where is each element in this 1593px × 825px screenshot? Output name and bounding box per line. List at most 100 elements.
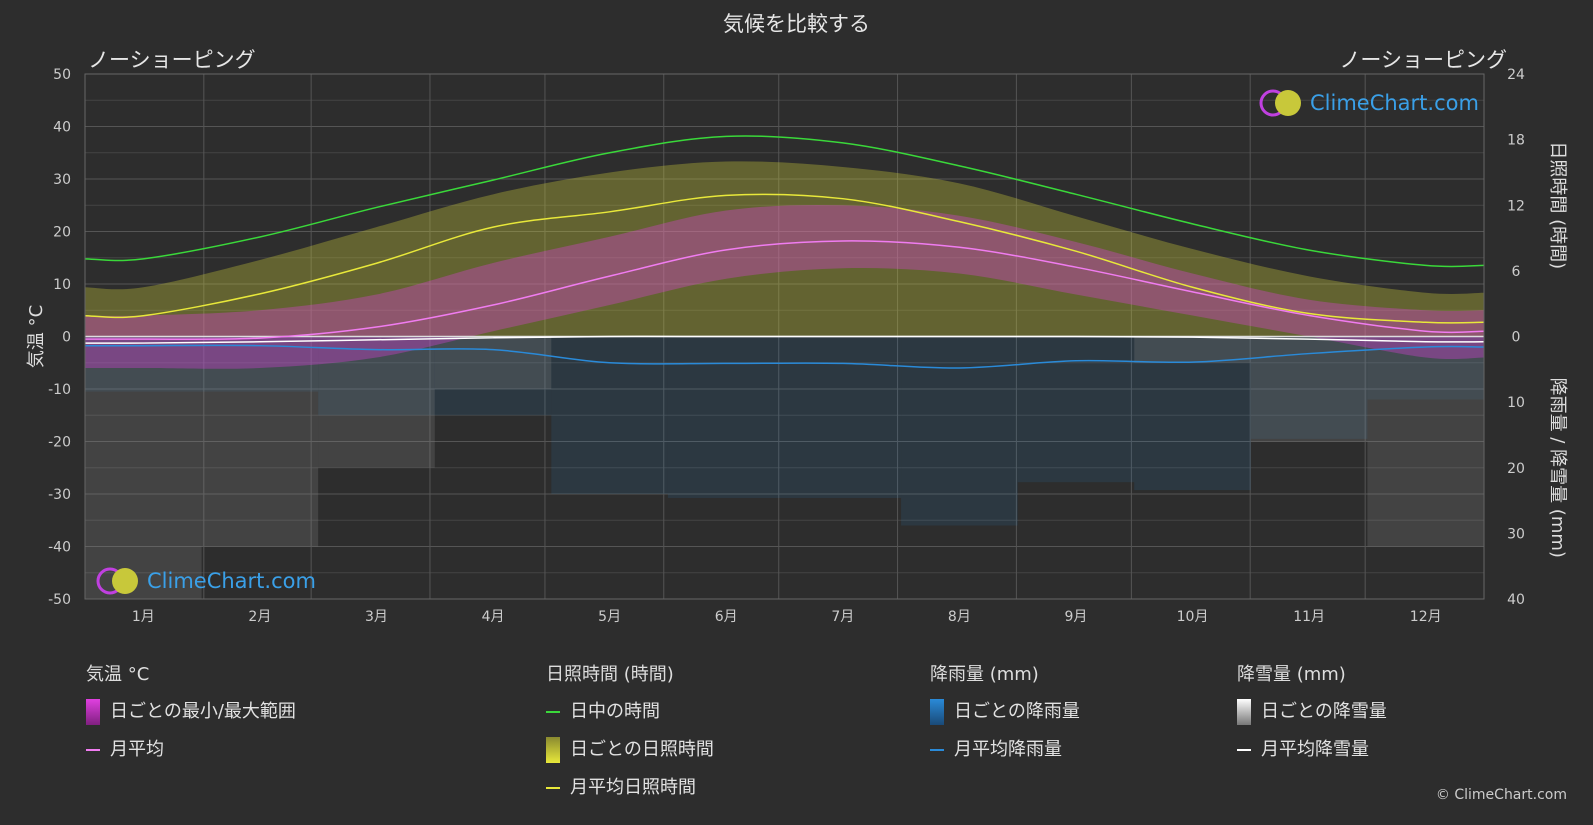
legend-item-daylight: 日中の時間 xyxy=(546,700,714,724)
x-tick-label: 11月 xyxy=(1293,609,1325,625)
x-tick-label: 3月 xyxy=(365,609,388,625)
daily-sunshine-area xyxy=(85,161,1484,337)
sunshine-avg-swatch xyxy=(546,787,560,789)
legend-item-snow-avg: 月平均降雪量 xyxy=(1237,738,1387,762)
x-tick-label: 8月 xyxy=(948,609,971,625)
daily-sunshine-swatch xyxy=(546,737,560,763)
legend-heading-snow: 降雪量 (mm) xyxy=(1237,664,1346,685)
x-tick-label: 12月 xyxy=(1410,609,1442,625)
y-axis-title-sunshine: 日照時間 (時間) xyxy=(1547,141,1568,269)
rain-avg-line xyxy=(85,344,1485,369)
temp-range-swatch xyxy=(86,699,100,725)
sunshine-avg-line xyxy=(84,193,1485,324)
y-tick-label-precip: 20 xyxy=(1507,461,1525,477)
brand-logo-top[interactable]: ClimeChart.com xyxy=(1258,88,1479,118)
x-tick-label: 6月 xyxy=(715,609,738,625)
legend-label: 月平均日照時間 xyxy=(570,777,696,798)
daily-rain-area xyxy=(784,336,902,498)
y-tick-label-left: 0 xyxy=(62,330,71,346)
daily-rain-area xyxy=(1017,336,1135,483)
y-tick-label-sunshine: 0 xyxy=(1512,330,1521,346)
legend-label: 日ごとの降雪量 xyxy=(1261,701,1387,722)
x-tick-label: 5月 xyxy=(598,609,621,625)
legend-item-sunshine-avg: 月平均日照時間 xyxy=(546,776,714,800)
legend-heading-sun: 日照時間 (時間) xyxy=(546,664,674,685)
y-tick-label-left: -50 xyxy=(48,592,71,608)
daily-snow-area xyxy=(201,336,319,547)
y-tick-label-sunshine: 6 xyxy=(1512,264,1521,280)
x-tick-label: 4月 xyxy=(482,609,505,625)
legend-label: 月平均 xyxy=(110,739,164,760)
daily-rain-area xyxy=(667,336,785,498)
y-tick-label-sunshine: 18 xyxy=(1507,133,1525,149)
daily-snow-area xyxy=(434,336,552,389)
y-tick-label-precip: 40 xyxy=(1507,592,1525,608)
y-tick-label-left: -10 xyxy=(48,382,71,398)
legend-label: 日ごとの日照時間 xyxy=(570,739,714,760)
copyright-text: © ClimeChart.com xyxy=(1435,787,1567,803)
snow-avg-line xyxy=(84,335,1485,344)
daily-rain-area xyxy=(901,336,1018,526)
daily-rain-swatch xyxy=(930,699,944,725)
legend-item-daily-sunshine: 日ごとの日照時間 xyxy=(546,737,714,763)
legend-item-daily-snow: 日ごとの降雪量 xyxy=(1237,699,1387,725)
y-tick-label-sunshine: 24 xyxy=(1507,67,1525,83)
legend-label: 月平均降雨量 xyxy=(954,739,1062,760)
y-tick-label-left: 20 xyxy=(53,225,71,241)
temp-avg-line xyxy=(84,240,1485,341)
legend-heading-temp: 気温 °C xyxy=(86,664,150,685)
city-label-right: ノーショーピング xyxy=(1339,48,1507,72)
y-tick-label-left: 40 xyxy=(53,120,71,136)
daily-snow-swatch xyxy=(1237,699,1251,725)
legend-item-rain-avg: 月平均降雨量 xyxy=(930,738,1080,762)
y-axis-title-left: 気温 °C xyxy=(26,305,47,368)
x-tick-label: 9月 xyxy=(1064,609,1087,625)
y-tick-label-sunshine: 12 xyxy=(1507,198,1525,214)
daylight-swatch xyxy=(546,711,560,713)
rain-avg-swatch xyxy=(930,749,944,751)
y-tick-label-left: -40 xyxy=(48,540,71,556)
brand-logo-bottom[interactable]: ClimeChart.com xyxy=(95,566,316,596)
y-tick-label-left: 30 xyxy=(53,172,71,188)
daylight-line xyxy=(84,135,1485,268)
daily-snow-area xyxy=(85,336,202,599)
legend-label: 日ごとの降雨量 xyxy=(954,701,1080,722)
legend-rain: 降雨量 (mm) 日ごとの降雨量 月平均降雨量 xyxy=(930,660,1080,776)
y-tick-label-precip: 30 xyxy=(1507,526,1525,542)
x-tick-label: 10月 xyxy=(1177,609,1209,625)
legend-heading-rain: 降雨量 (mm) xyxy=(930,664,1039,685)
y-tick-label-precip: 10 xyxy=(1507,395,1525,411)
climechart-logo-icon xyxy=(1259,89,1301,117)
legend-item-temp-avg: 月平均 xyxy=(86,738,296,762)
legend-snow: 降雪量 (mm) 日ごとの降雪量 月平均降雪量 xyxy=(1237,660,1387,776)
plot-frame xyxy=(84,73,1485,600)
y-tick-label-left: -30 xyxy=(48,487,71,503)
brand-text: ClimeChart.com xyxy=(1310,91,1479,115)
legend-label: 月平均降雪量 xyxy=(1261,739,1369,760)
legend-item-temp-range: 日ごとの最小/最大範囲 xyxy=(86,699,296,725)
chart-title: 気候を比較する xyxy=(723,12,870,36)
legend-temperature: 気温 °C 日ごとの最小/最大範囲 月平均 xyxy=(86,660,296,776)
y-tick-label-left: -20 xyxy=(48,435,71,451)
legend-item-daily-rain: 日ごとの降雨量 xyxy=(930,699,1080,725)
daily-snow-area xyxy=(318,336,435,468)
legend-label: 日中の時間 xyxy=(570,701,660,722)
legend-sunshine: 日照時間 (時間) 日中の時間 日ごとの日照時間 月平均日照時間 xyxy=(546,660,714,814)
x-tick-label: 2月 xyxy=(248,609,271,625)
temp-avg-swatch xyxy=(86,749,100,751)
snow-avg-swatch xyxy=(1237,749,1251,751)
legend-label: 日ごとの最小/最大範囲 xyxy=(110,701,296,722)
daily-snow-area xyxy=(1250,336,1368,442)
daily-snow-area xyxy=(1367,336,1484,547)
daily-snow-area xyxy=(1134,336,1251,363)
x-tick-label: 1月 xyxy=(132,609,155,625)
brand-text: ClimeChart.com xyxy=(147,569,316,593)
daily-rain-area xyxy=(551,336,668,494)
temp-range-band xyxy=(85,204,1484,369)
climechart-logo-icon xyxy=(96,567,138,595)
y-tick-label-left: 50 xyxy=(53,67,71,83)
city-label-left: ノーショーピング xyxy=(88,48,256,72)
x-tick-label: 7月 xyxy=(831,609,854,625)
y-tick-label-left: 10 xyxy=(53,277,71,293)
